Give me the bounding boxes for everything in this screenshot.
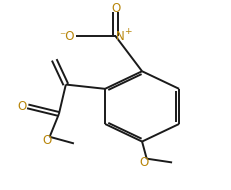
Text: ⁻O: ⁻O [59, 30, 75, 43]
Text: O: O [17, 100, 26, 113]
Text: O: O [111, 2, 120, 15]
Text: +: + [125, 27, 132, 36]
Text: O: O [43, 134, 52, 147]
Text: O: O [139, 156, 149, 169]
Text: N: N [116, 30, 125, 43]
